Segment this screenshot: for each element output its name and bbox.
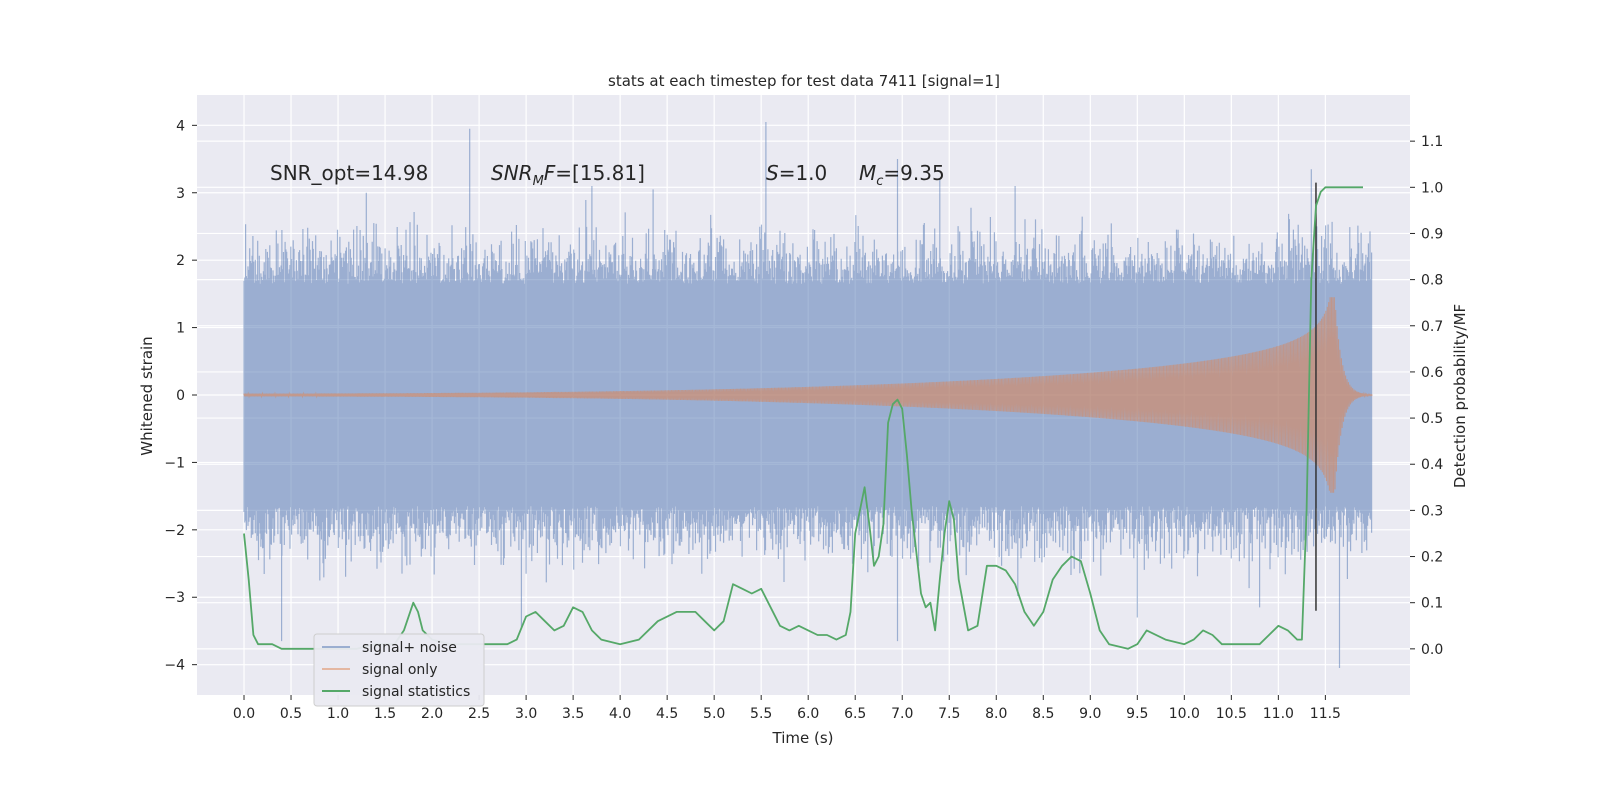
x-tick-label: 2.5 <box>468 706 490 722</box>
x-axis-ticks: 0.0 0.5 1.0 1.5 2.0 2.5 3.0 3.5 4.0 4.5 5.0 5.5 6.0 6… <box>233 695 1341 722</box>
x-tick-label: 2.0 <box>421 706 443 722</box>
x-tick-label: 4.5 <box>656 706 678 722</box>
x-tick-label: 0.5 <box>280 706 302 722</box>
y2-tick-label: 1.0 <box>1421 180 1443 196</box>
y2-tick-label: 0.6 <box>1421 365 1443 381</box>
x-tick-label: 3.5 <box>562 706 584 722</box>
y-axis-label: Whitened strain <box>138 336 156 455</box>
y-tick-label: 3 <box>176 186 185 202</box>
x-tick-label: 8.5 <box>1032 706 1054 722</box>
y2-tick-label: 0.9 <box>1421 226 1443 242</box>
x-tick-label: 8.0 <box>985 706 1007 722</box>
y-tick-label: −4 <box>164 658 185 674</box>
annotation-snr-mf-value: =[15.81] <box>555 161 645 185</box>
y2-tick-label: 0.2 <box>1421 550 1443 566</box>
y-tick-label: 1 <box>176 321 185 337</box>
y2-tick-label: 0.4 <box>1421 457 1443 473</box>
chart-title: stats at each timestep for test data 741… <box>608 72 1000 90</box>
y2-tick-label: 0.1 <box>1421 596 1443 612</box>
legend-label-noise: signal+ noise <box>362 640 457 656</box>
x-tick-label: 7.0 <box>891 706 913 722</box>
annotation-mc-sub: c <box>876 174 883 189</box>
annotation-mc-value: =9.35 <box>883 161 944 185</box>
x-tick-label: 4.0 <box>609 706 631 722</box>
y2-tick-label: 0.8 <box>1421 273 1443 289</box>
annotation-mc: Mc=9.35 <box>859 161 945 189</box>
annotation-snr-opt: SNR_opt=14.98 <box>270 161 428 185</box>
x-tick-label: 11.5 <box>1310 706 1341 722</box>
annotation-snr-mf-prefix: SNR <box>491 161 533 185</box>
y2-tick-label: 1.1 <box>1421 134 1443 150</box>
x-tick-label: 5.0 <box>703 706 725 722</box>
annotation-snr-mf: SNRMF=[15.81] <box>491 161 645 189</box>
annotation-snr-mf-mid: F <box>544 161 556 185</box>
y2-tick-label: 0.7 <box>1421 319 1443 335</box>
legend: signal+ noise signal only signal statist… <box>313 633 485 707</box>
y-tick-label: 0 <box>176 388 185 404</box>
y2-axis-label: Detection probability/MF <box>1451 304 1469 488</box>
x-tick-label: 9.5 <box>1126 706 1148 722</box>
legend-label-statistics: signal statistics <box>362 684 470 700</box>
x-tick-label: 10.0 <box>1169 706 1200 722</box>
y2-tick-label: 0.0 <box>1421 642 1443 658</box>
x-tick-label: 3.0 <box>515 706 537 722</box>
x-tick-label: 1.0 <box>327 706 349 722</box>
annotation-snr-mf-sub: M <box>533 174 544 189</box>
y-tick-label: −3 <box>164 590 185 606</box>
y-tick-label: 4 <box>176 118 185 134</box>
x-tick-label: 11.0 <box>1263 706 1294 722</box>
x-tick-label: 10.5 <box>1216 706 1247 722</box>
y-axis-ticks: −4 −3 −2 −1 0 1 2 3 4 <box>164 118 197 674</box>
x-axis-label: Time (s) <box>772 729 834 747</box>
annotation-s: S=1.0 <box>766 161 827 185</box>
series-signal-only <box>243 297 1373 493</box>
legend-box <box>313 633 485 707</box>
x-tick-label: 0.0 <box>233 706 255 722</box>
annotation-mc-sym: M <box>859 161 876 185</box>
x-tick-label: 6.0 <box>797 706 819 722</box>
y2-tick-label: 0.3 <box>1421 503 1443 519</box>
y-tick-label: −1 <box>164 455 185 471</box>
y2-tick-label: 0.5 <box>1421 411 1443 427</box>
x-tick-label: 7.5 <box>938 706 960 722</box>
legend-label-signal: signal only <box>362 662 437 678</box>
annotation-s-value: =1.0 <box>779 161 828 185</box>
y-tick-label: −2 <box>164 523 185 539</box>
y-tick-label: 2 <box>176 253 185 269</box>
x-tick-label: 5.5 <box>750 706 772 722</box>
y2-axis-ticks: 0.0 0.1 0.2 0.3 0.4 0.5 0.6 0.7 0.8 0.9 1.0 1.1 <box>1410 134 1443 658</box>
x-tick-label: 6.5 <box>844 706 866 722</box>
annotation-s-sym: S <box>766 161 779 185</box>
x-tick-label: 9.0 <box>1079 706 1101 722</box>
x-tick-label: 1.5 <box>374 706 396 722</box>
